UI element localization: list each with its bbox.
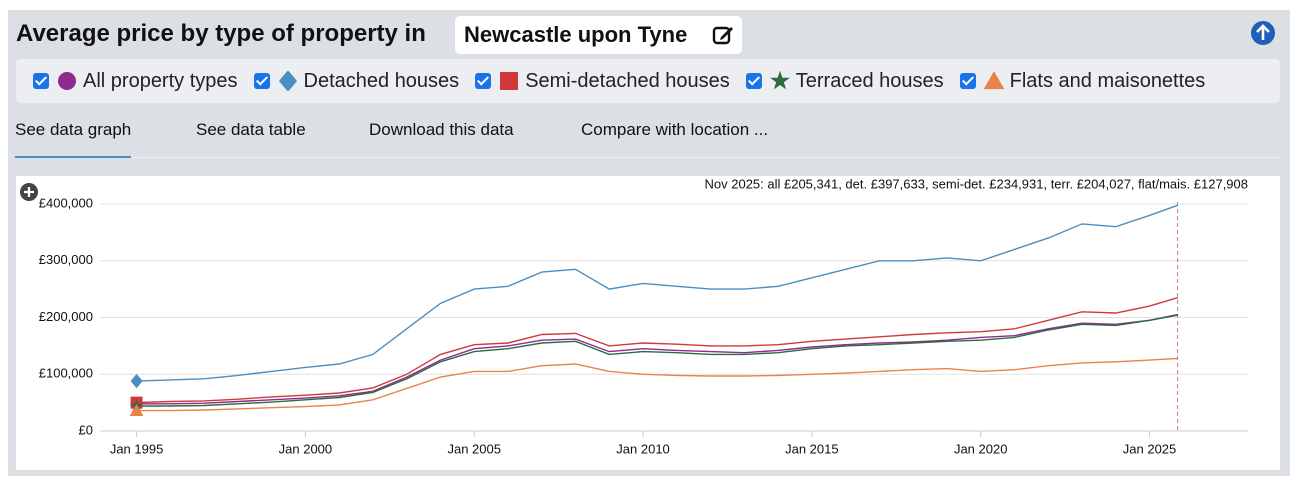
x-tick-label: Jan 2000 bbox=[279, 441, 333, 456]
tab-bar: See data graph See data table Download thi… bbox=[15, 120, 1280, 158]
legend-label: Terraced houses bbox=[795, 69, 944, 92]
zoom-button[interactable] bbox=[20, 183, 38, 201]
checkbox[interactable] bbox=[33, 73, 49, 89]
legend-marker bbox=[278, 71, 297, 91]
annotation: Nov 2025: all £205,341, det. £397,633, s… bbox=[705, 176, 1249, 191]
legend-marker bbox=[500, 72, 519, 90]
x-tick-label: Jan 2005 bbox=[447, 441, 501, 456]
y-tick-label: £300,000 bbox=[39, 252, 93, 267]
tab[interactable]: See data graph bbox=[15, 120, 132, 158]
checkbox[interactable] bbox=[253, 73, 270, 89]
legend-item[interactable]: Semi-detached houses bbox=[475, 70, 730, 93]
legend-item[interactable]: Terraced houses bbox=[745, 69, 944, 93]
marker bbox=[983, 71, 1004, 90]
legend-label: Detached houses bbox=[303, 69, 460, 92]
series-line bbox=[136, 204, 1178, 382]
x-tick-label: Jan 1995 bbox=[110, 441, 164, 456]
series-line bbox=[136, 297, 1178, 404]
x-tick-label: Jan 2020 bbox=[954, 441, 1008, 456]
x-tick-label: Jan 2010 bbox=[616, 441, 670, 456]
tab[interactable]: See data table bbox=[196, 120, 306, 139]
x-tick-label: Jan 2015 bbox=[785, 441, 839, 456]
series-line bbox=[136, 314, 1178, 407]
legend-item[interactable]: Detached houses bbox=[253, 69, 460, 93]
checkbox[interactable] bbox=[745, 73, 762, 89]
chart: Nov 2025: all £205,341, det. £397,633, s… bbox=[16, 176, 1280, 470]
legend-item[interactable]: Flats and maisonettes bbox=[959, 69, 1206, 93]
page-title: Average price by type of property in bbox=[16, 20, 426, 47]
series-line bbox=[136, 313, 1178, 405]
start-marker bbox=[129, 403, 144, 416]
series-line bbox=[136, 357, 1178, 412]
start-marker bbox=[130, 373, 143, 389]
marker bbox=[500, 72, 519, 90]
checkbox[interactable] bbox=[475, 73, 492, 89]
location-name: Newcastle upon Tyne bbox=[464, 22, 688, 47]
y-tick-label: £100,000 bbox=[39, 366, 93, 381]
marker bbox=[58, 72, 76, 90]
legend-marker bbox=[769, 71, 790, 90]
legend: All property types Detached houses Semi-de… bbox=[16, 59, 1280, 103]
marker bbox=[769, 71, 790, 90]
y-tick-label: £400,000 bbox=[39, 195, 93, 210]
tab[interactable]: Compare with location ... bbox=[581, 120, 769, 139]
y-tick-label: £200,000 bbox=[39, 309, 93, 324]
legend-marker bbox=[983, 71, 1004, 90]
legend-label: Flats and maisonettes bbox=[1009, 69, 1206, 92]
y-tick-label: £0 bbox=[79, 422, 93, 437]
marker bbox=[278, 71, 297, 91]
legend-marker bbox=[58, 72, 76, 90]
legend-item[interactable]: All property types bbox=[33, 70, 238, 93]
scroll-top-button[interactable] bbox=[1250, 20, 1276, 46]
legend-label: All property types bbox=[83, 69, 238, 92]
tab[interactable]: Download this data bbox=[369, 120, 514, 139]
chart-background bbox=[16, 176, 1280, 470]
x-tick-label: Jan 2025 bbox=[1123, 441, 1177, 456]
edit-icon bbox=[712, 26, 733, 45]
checkbox[interactable] bbox=[959, 73, 976, 89]
location-selector[interactable]: Newcastle upon Tyne bbox=[455, 16, 742, 54]
legend-label: Semi-detached houses bbox=[525, 69, 730, 92]
